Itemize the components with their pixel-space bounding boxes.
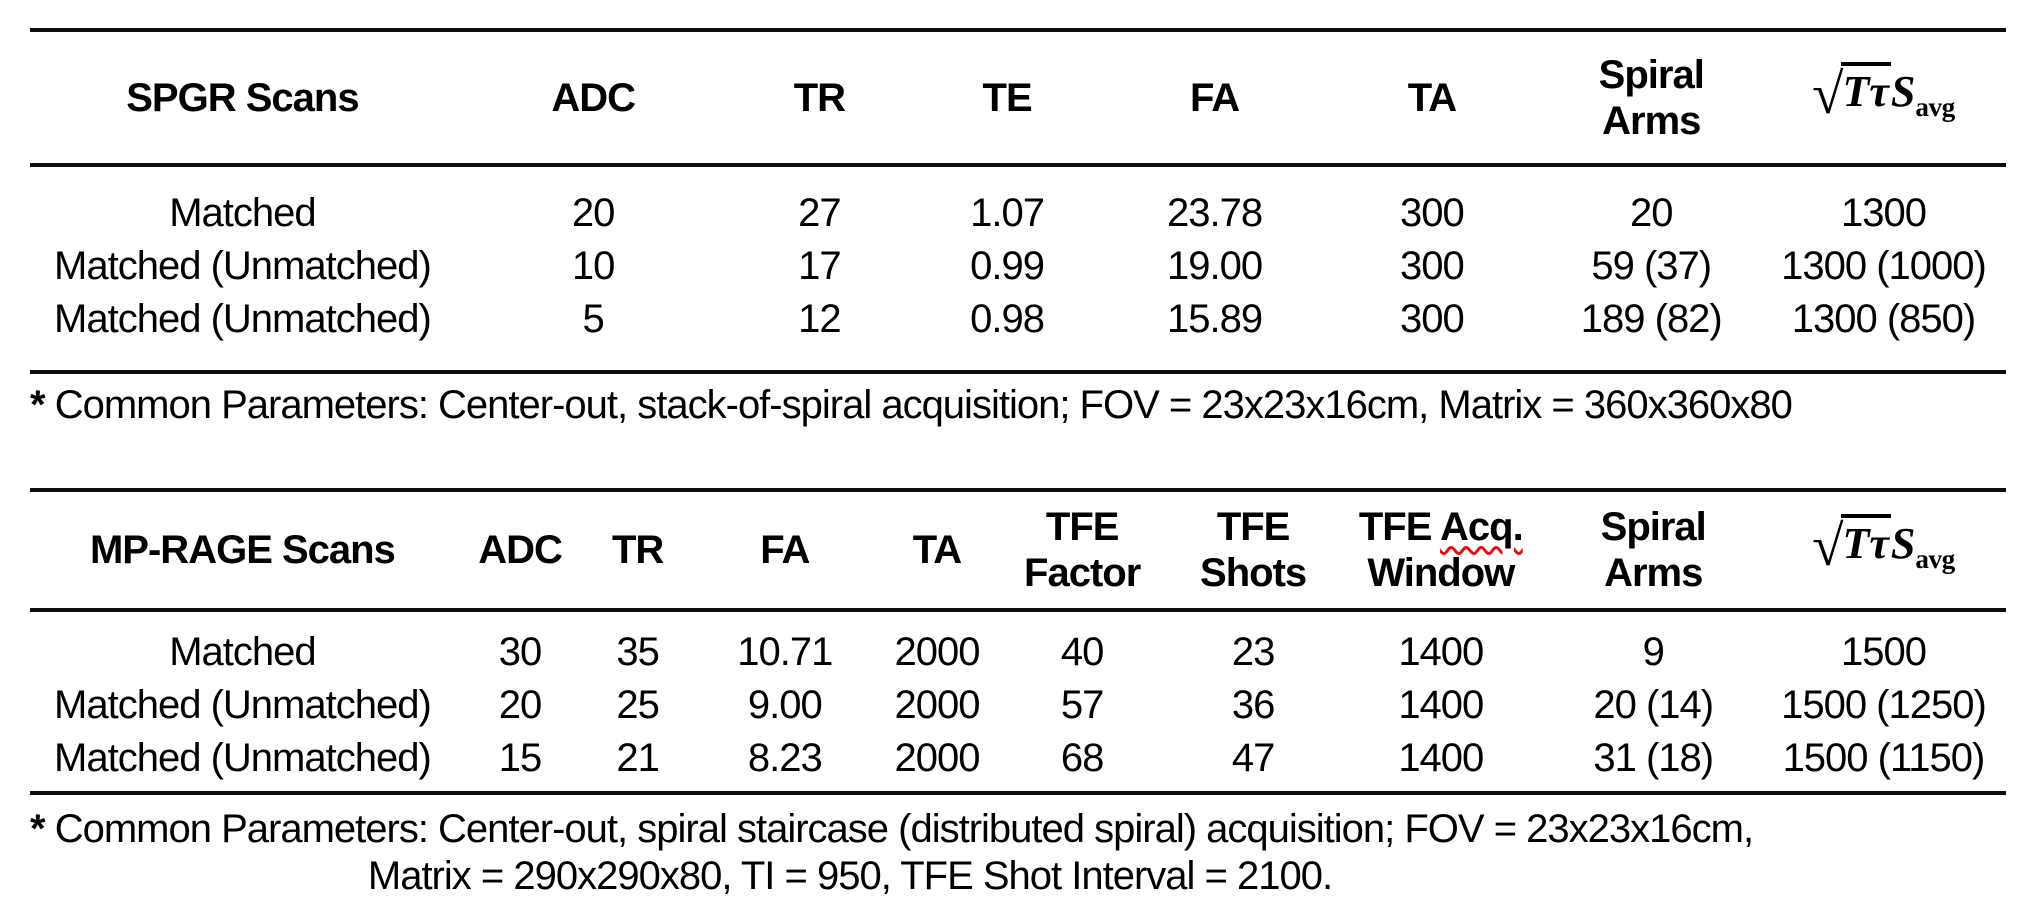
column-header-adc: ADC <box>454 490 586 612</box>
tr-cell: 21 <box>616 736 659 780</box>
savg-cell: 1500 (1250) <box>1781 683 1987 727</box>
column-header-tfe-shots: TFE Shots <box>1170 490 1337 612</box>
adc-cell: 20 <box>571 191 615 235</box>
fa-cell: 9.00 <box>747 683 823 727</box>
misspelled-word: Acq. <box>1440 505 1524 549</box>
scan-label-cell: Matched (Unmatched) <box>54 683 432 727</box>
column-header-fa: FA <box>689 490 880 612</box>
fa-cell: 19.00 <box>1167 244 1263 288</box>
radical-sign-icon: √ <box>1812 515 1844 579</box>
table-row: Matched (Unmatched) 20 25 9.00 2000 57 3… <box>30 679 2006 732</box>
tfe-factor-cell: 40 <box>1060 630 1104 674</box>
ta-cell: 2000 <box>894 736 980 780</box>
ta-cell: 300 <box>1400 191 1465 235</box>
tr-cell: 27 <box>798 191 841 235</box>
mprage-header-row: MP-RAGE Scans ADC TR FA TA TFE Factor TF… <box>30 490 2006 612</box>
table-row: Matched (Unmatched) 15 21 8.23 2000 68 4… <box>30 732 2006 793</box>
scan-label-cell: Matched (Unmatched) <box>54 297 432 341</box>
sqrt-t-tau-s-avg-formula: √TτSavg <box>1812 61 1955 126</box>
adc-cell: 10 <box>571 244 615 288</box>
ta-cell: 300 <box>1400 297 1465 341</box>
adc-cell: 30 <box>498 630 543 674</box>
savg-cell: 1500 <box>1840 630 1927 674</box>
table-row: Matched 30 35 10.71 2000 40 23 1400 9 15… <box>30 610 2006 679</box>
sqrt-t-tau-s-avg-formula: √TτSavg <box>1812 514 1955 579</box>
mprage-scans-table: MP-RAGE Scans ADC TR FA TA TFE Factor TF… <box>30 488 2006 795</box>
column-header-tfe-factor: TFE Factor <box>994 490 1171 612</box>
spiral-arms-cell: 189 (82) <box>1580 297 1723 341</box>
mprage-footnote-line2: Matrix = 290x290x80, TI = 950, TFE Shot … <box>367 854 1333 898</box>
adc-cell: 15 <box>498 736 543 780</box>
column-header-spiral-arms: Spiral Arms <box>1541 30 1761 167</box>
tfe-acq-window-cell: 1400 <box>1398 683 1484 727</box>
spiral-arms-cell: 20 <box>1630 191 1674 235</box>
adc-cell: 5 <box>582 297 605 341</box>
scan-label-cell: Matched <box>169 630 316 674</box>
spgr-scans-table: SPGR Scans ADC TR TE FA TA Spiral Arms √… <box>30 28 2006 374</box>
column-header-adc: ADC <box>454 30 732 167</box>
mprage-footnote: * Common Parameters: Center-out, spiral … <box>30 806 1754 900</box>
mprage-footnote-line1: * Common Parameters: Center-out, spiral … <box>30 806 1754 853</box>
column-header-ta: TA <box>879 490 995 612</box>
spiral-arms-cell: 20 (14) <box>1593 683 1714 727</box>
column-header-spiral-arms: Spiral Arms <box>1545 490 1761 612</box>
savg-cell: 1300 (850) <box>1791 297 1976 341</box>
fa-cell: 8.23 <box>747 736 823 780</box>
asterisk-marker: * <box>30 807 46 851</box>
ta-cell: 2000 <box>894 630 980 674</box>
table-row: Matched (Unmatched) 10 17 0.99 19.00 300… <box>30 240 2006 293</box>
te-cell: 0.99 <box>970 244 1045 288</box>
savg-cell: 1300 <box>1840 191 1927 235</box>
te-cell: 1.07 <box>970 191 1045 235</box>
tfe-factor-cell: 68 <box>1060 736 1104 780</box>
column-header-spgr-scans: SPGR Scans <box>30 30 455 167</box>
tfe-acq-prefix: TFE <box>1358 505 1433 549</box>
scan-label-cell: Matched <box>169 191 316 235</box>
tfe-acq-line2: Window <box>1367 551 1515 595</box>
spiral-arms-cell: 9 <box>1642 630 1665 674</box>
column-header-te: TE <box>907 30 1107 167</box>
tfe-acq-window-cell: 1400 <box>1398 736 1484 780</box>
table-row: Matched 20 27 1.07 23.78 300 20 1300 <box>30 165 2006 240</box>
table-row: Matched (Unmatched) 5 12 0.98 15.89 300 … <box>30 293 2006 372</box>
tfe-acq-window-cell: 1400 <box>1398 630 1484 674</box>
spgr-footnote: * Common Parameters: Center-out, stack-o… <box>30 382 1793 429</box>
fa-cell: 15.89 <box>1167 297 1263 341</box>
te-cell: 0.98 <box>970 297 1045 341</box>
tr-cell: 25 <box>616 683 659 727</box>
column-header-fa: FA <box>1106 30 1323 167</box>
ta-cell: 2000 <box>894 683 980 727</box>
mprage-footnote-line1-text: Common Parameters: Center-out, spiral st… <box>54 807 1754 851</box>
tfe-factor-cell: 57 <box>1060 683 1104 727</box>
spiral-arms-cell: 31 (18) <box>1593 736 1714 780</box>
column-header-ta: TA <box>1322 30 1542 167</box>
savg-cell: 1300 (1000) <box>1781 244 1987 288</box>
spgr-header-row: SPGR Scans ADC TR TE FA TA Spiral Arms √… <box>30 30 2006 167</box>
scan-label-cell: Matched (Unmatched) <box>54 244 432 288</box>
tfe-shots-cell: 47 <box>1231 736 1275 780</box>
ta-cell: 300 <box>1400 244 1465 288</box>
tr-cell: 35 <box>616 630 659 674</box>
column-header-tr: TR <box>585 490 690 612</box>
tfe-shots-cell: 36 <box>1231 683 1275 727</box>
tfe-shots-cell: 23 <box>1231 630 1275 674</box>
savg-cell: 1500 (1150) <box>1782 736 1986 780</box>
column-header-tr: TR <box>731 30 908 167</box>
fa-cell: 10.71 <box>737 630 833 674</box>
column-header-sqrt-ttau-savg: √TτSavg <box>1760 30 2006 167</box>
tr-cell: 17 <box>798 244 841 288</box>
column-header-tfe-acq-window: TFE Acq. Window <box>1336 490 1546 612</box>
spgr-footnote-text: Common Parameters: Center-out, stack-of-… <box>54 383 1793 427</box>
scan-label-cell: Matched (Unmatched) <box>54 736 432 780</box>
column-header-sqrt-ttau-savg: √TτSavg <box>1760 490 2006 612</box>
spiral-arms-cell: 59 (37) <box>1591 244 1712 288</box>
column-header-mprage-scans: MP-RAGE Scans <box>30 490 455 612</box>
adc-cell: 20 <box>498 683 543 727</box>
radical-sign-icon: √ <box>1812 62 1844 126</box>
asterisk-marker: * <box>30 383 46 427</box>
fa-cell: 23.78 <box>1167 191 1263 235</box>
tr-cell: 12 <box>798 297 841 341</box>
